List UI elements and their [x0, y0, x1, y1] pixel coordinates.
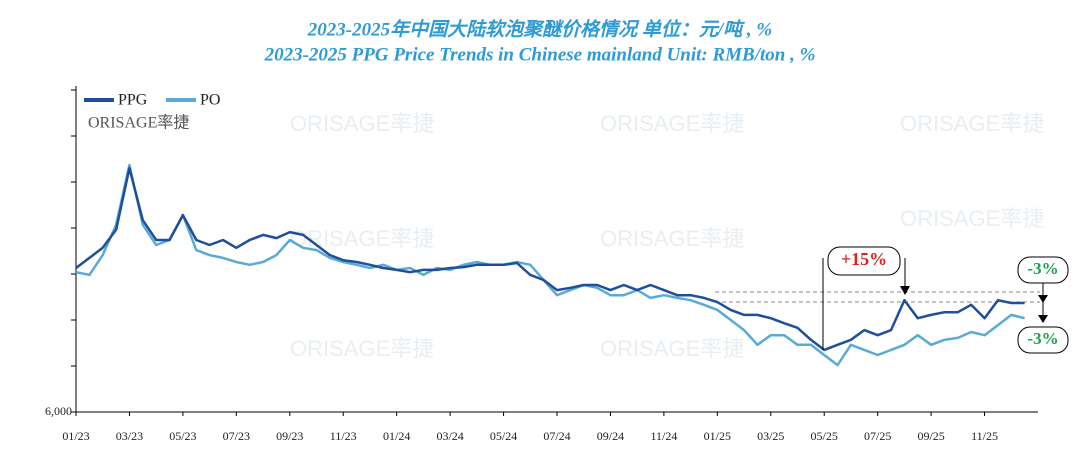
annotation-box — [1017, 326, 1069, 354]
annotation-box — [827, 246, 901, 276]
x-tick-label: 05/23 — [169, 429, 196, 443]
x-tick-label: 05/24 — [490, 429, 517, 443]
chart-subtitle: 2023-2025 PPG Price Trends in Chinese ma… — [264, 44, 816, 65]
annotation: -3% — [1027, 259, 1058, 278]
watermark: ORISAGE率捷 — [900, 206, 1044, 231]
y-tick-label: 6,000 — [45, 404, 72, 418]
annotations: +15% -3% -3% — [822, 246, 1069, 354]
x-tick-label: 09/24 — [597, 429, 624, 443]
watermark: ORISAGE率捷 — [290, 336, 434, 361]
x-tick-label: 11/24 — [650, 429, 677, 443]
x-tick-label: 11/23 — [330, 429, 357, 443]
x-tick-label: 01/25 — [704, 429, 731, 443]
x-tick-label: 07/25 — [864, 429, 891, 443]
watermark: ORISAGE率捷 — [600, 111, 744, 136]
watermark: ORISAGE率捷 — [290, 111, 434, 136]
arrow — [900, 286, 910, 295]
x-tick-label: 03/25 — [757, 429, 784, 443]
chart-title: 2023-2025年中国大陆软泡聚醚价格情况 单位：元/吨 , % — [307, 18, 772, 40]
watermark: ORISAGE率捷 — [600, 336, 744, 361]
line — [75, 163, 1025, 367]
x-tick-label: 03/24 — [436, 429, 463, 443]
annotation: +15% — [841, 249, 887, 269]
legend-label: PPG — [118, 92, 148, 109]
x-tick-label: 07/23 — [223, 429, 250, 443]
watermark: ORISAGE率捷 — [600, 226, 744, 251]
line — [75, 166, 1025, 352]
x-tick-label: 01/24 — [383, 429, 410, 443]
x-tick-label: 11/25 — [971, 429, 998, 443]
watermark: ORISAGE率捷 — [290, 226, 434, 251]
annotation-box — [1017, 256, 1069, 284]
x-tick-label: 03/23 — [116, 429, 143, 443]
annotation: -3% — [1027, 329, 1058, 348]
x-tick-label: 09/23 — [276, 429, 303, 443]
x-tick-label: 05/25 — [811, 429, 838, 443]
legend-label: PO — [200, 92, 220, 109]
logo: ORISAGE率捷 — [88, 114, 189, 132]
x-tick-label: 01/23 — [62, 429, 89, 443]
x-tick-label: 09/25 — [917, 429, 944, 443]
x-tick-label: 07/24 — [543, 429, 570, 443]
watermark: ORISAGE率捷 — [900, 111, 1044, 136]
